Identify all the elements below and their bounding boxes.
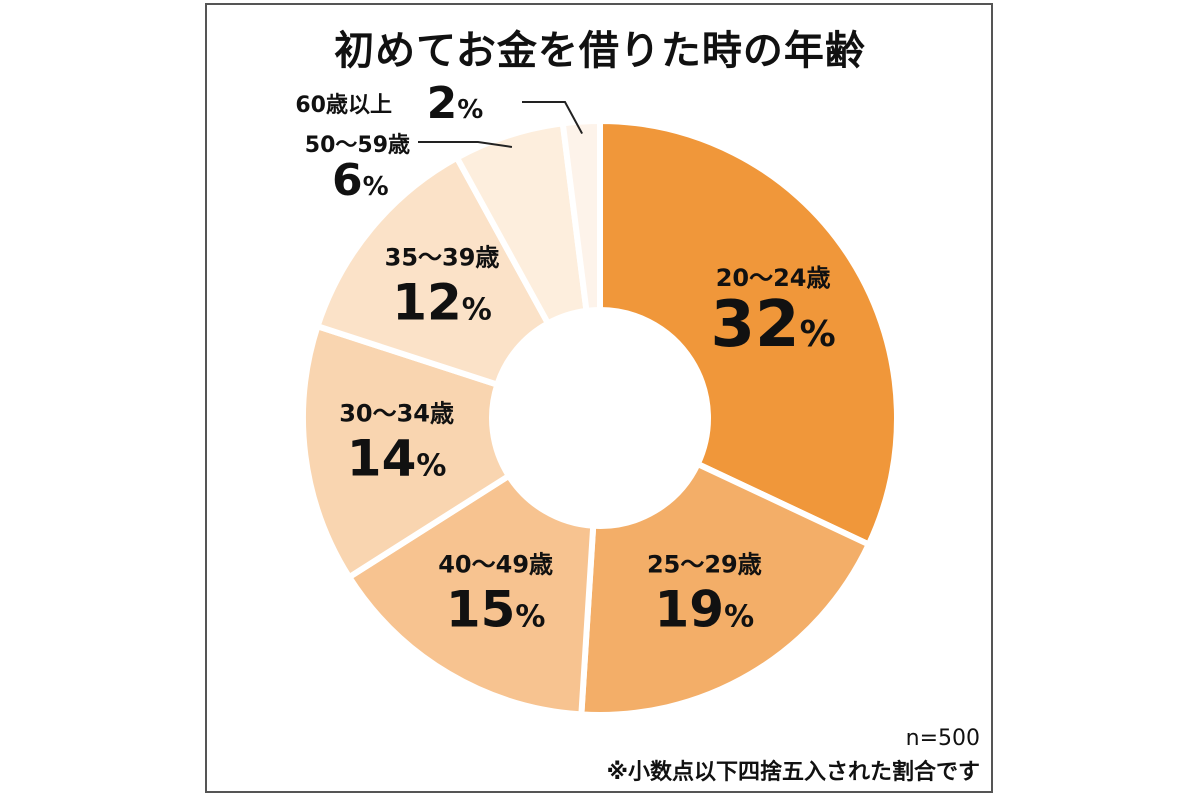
- slice-value-1: 19%: [655, 580, 755, 638]
- leader-line-6: [522, 101, 583, 135]
- slice-category-1: 25～29歳: [647, 550, 762, 578]
- sample-size-note: n=500: [905, 726, 980, 751]
- slice-value-4: 12%: [392, 273, 492, 331]
- slice-category-0: 20～24歳: [716, 264, 831, 292]
- rounding-note: ※小数点以下四捨五入された割合です: [606, 760, 980, 785]
- slice-category-2: 40～49歳: [438, 550, 553, 578]
- slice-value-6: 2%: [427, 78, 484, 129]
- slice-value-0: 32%: [711, 288, 836, 362]
- slice-3: [300, 322, 513, 582]
- slice-category-4: 35～39歳: [385, 243, 500, 271]
- slice-4: [313, 153, 553, 389]
- slice-category-5: 50～59歳: [305, 133, 410, 158]
- slice-value-3: 14%: [347, 430, 447, 488]
- slice-value-2: 15%: [446, 580, 546, 638]
- slice-category-3: 30～34歳: [339, 400, 454, 428]
- leader-line-5: [418, 141, 513, 148]
- slice-0: [597, 117, 900, 549]
- slice-1: [578, 459, 873, 718]
- chart-title: 初めてお金を借りた時の年齢: [334, 28, 866, 74]
- slice-2: [345, 471, 597, 718]
- slice-category-6: 60歳以上: [295, 93, 392, 118]
- slice-value-5: 6%: [332, 155, 389, 206]
